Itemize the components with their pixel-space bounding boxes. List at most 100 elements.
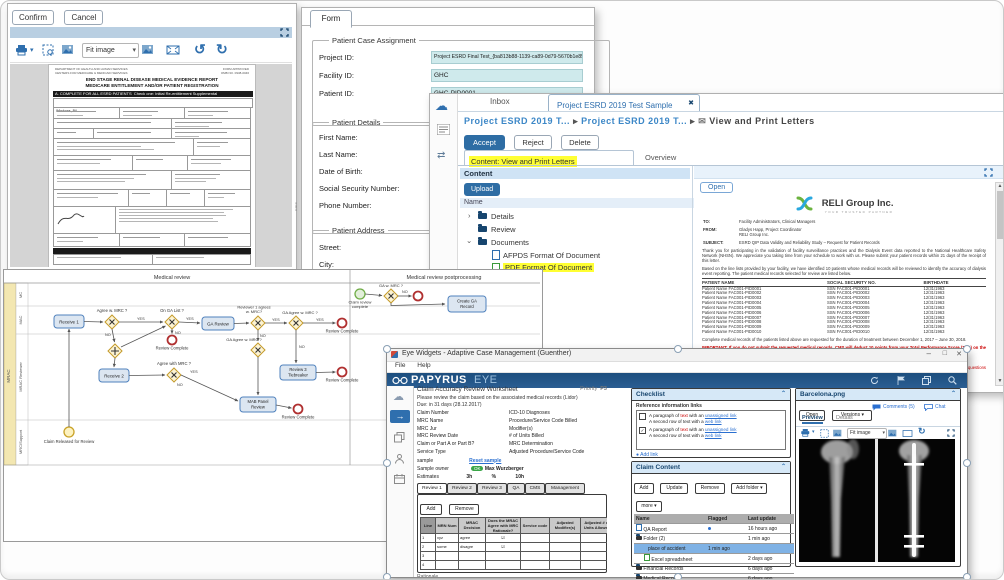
gateway-on-ga-list[interactable]: On GA List ? [160,308,185,330]
close-icon[interactable]: ✕ [956,351,962,358]
cc-row-folder[interactable]: Folder (2) 1 min ago [634,533,794,544]
add-link-button[interactable]: ● Add link [636,452,658,458]
cc-row-place-of-accident[interactable]: place of accident 1 min ago [634,543,794,554]
print-caret[interactable]: ▾ [812,429,815,435]
rotate-icon[interactable]: ↻ [918,426,926,436]
open-letter-button[interactable]: Open [700,182,734,193]
tab-review3[interactable]: Review 3 [477,482,507,494]
cc-more-button[interactable]: more ▾ [636,501,662,512]
facility-id-field[interactable]: GHC [431,69,583,82]
gateway-agree-mrc-1[interactable]: Agree w. MRC ? [97,308,128,330]
print-icon[interactable] [16,45,29,56]
image-in-icon[interactable] [62,44,75,56]
select-region-icon[interactable] [820,429,829,438]
cc-remove-button[interactable]: Remove [694,483,725,494]
person-icon[interactable] [395,454,404,464]
checkbox[interactable]: ✓ [639,427,646,435]
cc-row-medical[interactable]: Medical Record 6 days ago [634,573,794,579]
reset-sample-link[interactable]: Reset sample [469,457,502,464]
resize-handle[interactable] [383,573,391,579]
calendar-icon[interactable] [394,474,405,484]
expand-icon[interactable] [947,429,955,437]
print-caret[interactable]: ▾ [30,47,34,54]
papyrus-titlebar[interactable]: Eye Widgets - Adaptive Case Management (… [387,349,967,362]
start-event-claim-released[interactable]: Claim Released for Review [44,426,95,444]
resize-handle[interactable] [383,345,391,353]
chat-link[interactable]: Chat [935,404,946,410]
letter-vscrollbar[interactable]: ▲ ▼ [995,182,1003,386]
end-event-2[interactable]: Review Complete [326,317,359,334]
minimize-icon[interactable]: – [926,349,931,358]
image-out-icon[interactable] [142,44,155,56]
image-out-icon[interactable] [888,429,898,438]
comments-link[interactable]: Comments (5) [883,404,915,410]
expand-icon[interactable] [280,28,289,37]
flag-icon[interactable] [897,376,905,385]
scroll-up-icon[interactable]: ▲ [997,183,1003,189]
collapse-icon[interactable]: ⌃ [780,391,786,397]
tree-item-review[interactable]: Review [460,223,690,236]
cc-row-financial[interactable]: Financial Records 6 days ago [634,563,794,574]
content-tab[interactable]: Content: View and Print Letters [464,150,634,167]
expand-icon[interactable] [984,168,993,177]
resize-handle[interactable] [963,573,971,579]
close-tab-icon[interactable]: ✖ [688,100,694,107]
scroll-down-icon[interactable]: ▼ [997,378,1003,384]
checklist-item[interactable]: A paragraph of text with an unassigned l… [639,413,783,424]
menu-help[interactable]: Help [417,362,431,369]
cc-add-folder-button[interactable]: Add folder ▾ [731,483,768,494]
tree-item-details[interactable]: › Details [468,211,514,221]
tree-item-afpds[interactable]: AFPDS Format Of Document [460,249,690,262]
fit-frame-icon[interactable] [902,429,913,438]
tab-preview[interactable]: Preview [802,415,823,424]
esrd-tab-active[interactable]: Project ESRD 2019 Test Sample ✖ [548,94,700,112]
task-receive2[interactable]: Receive 2 [98,368,130,383]
gateway-ga-mrc-post[interactable]: GA w. MRC ? [379,283,404,304]
unassigned-link[interactable]: unassigned link [704,427,737,433]
end-event-1[interactable]: Review Complete [156,334,189,351]
form-tab[interactable]: Form [310,10,352,28]
copy-stack-icon[interactable] [394,432,405,443]
cc-add-button[interactable]: Add [634,483,654,494]
xray-image[interactable] [799,439,955,562]
fit-frame-icon[interactable] [166,44,180,56]
breadcrumb-item-3[interactable]: View and Print Letters [709,116,815,126]
menu-file[interactable]: File [395,362,406,369]
accept-button[interactable]: Accept [464,135,505,150]
print-icon[interactable] [801,429,811,437]
tab-qa[interactable]: QA [507,482,525,494]
task-receive1[interactable]: Receive 1 [53,314,85,329]
image-in-icon[interactable] [833,429,843,438]
end-event-4[interactable]: Review Complete [282,403,315,420]
resize-handle[interactable] [674,573,682,579]
comments-icon[interactable] [872,404,881,411]
versions-dropdown[interactable]: Versions ▾ [832,410,873,421]
confirm-button[interactable]: Confirm [12,10,55,25]
tab-management[interactable]: Management [545,482,585,494]
project-id-field[interactable]: Project ESRD Final Test_{ba813b88-1139-c… [431,51,583,64]
rotate-right-icon[interactable]: ↻ [216,41,228,57]
resize-handle[interactable] [383,459,391,467]
drag-handle[interactable]: ⁞⁞ ⁞⁞ [295,203,298,213]
swap-icon[interactable]: ⇄ [437,150,446,161]
web-link[interactable]: web link [704,433,722,439]
tab-review1[interactable]: Review 1 [417,482,447,494]
reject-button[interactable]: Reject [514,135,552,150]
rotate-left-icon[interactable]: ↺ [194,41,206,57]
task-ga-review[interactable]: GA Review [201,316,235,331]
cc-row-qa-report[interactable]: QA Report 16 hours ago [634,523,794,534]
document-area[interactable]: DEPARTMENT OF HEALTH AND HUMAN SERVICES C… [10,64,292,267]
layers-icon[interactable] [922,376,931,385]
web-link[interactable]: web link [704,418,722,424]
end-event-5[interactable] [412,290,424,302]
delete-button[interactable]: Delete [561,135,599,150]
fit-image-select[interactable]: Fit image ▾ [82,43,139,58]
unassigned-link[interactable]: unassigned link [704,413,737,418]
cloud-icon[interactable]: ☁ [435,98,448,113]
chat-icon[interactable] [924,404,933,411]
